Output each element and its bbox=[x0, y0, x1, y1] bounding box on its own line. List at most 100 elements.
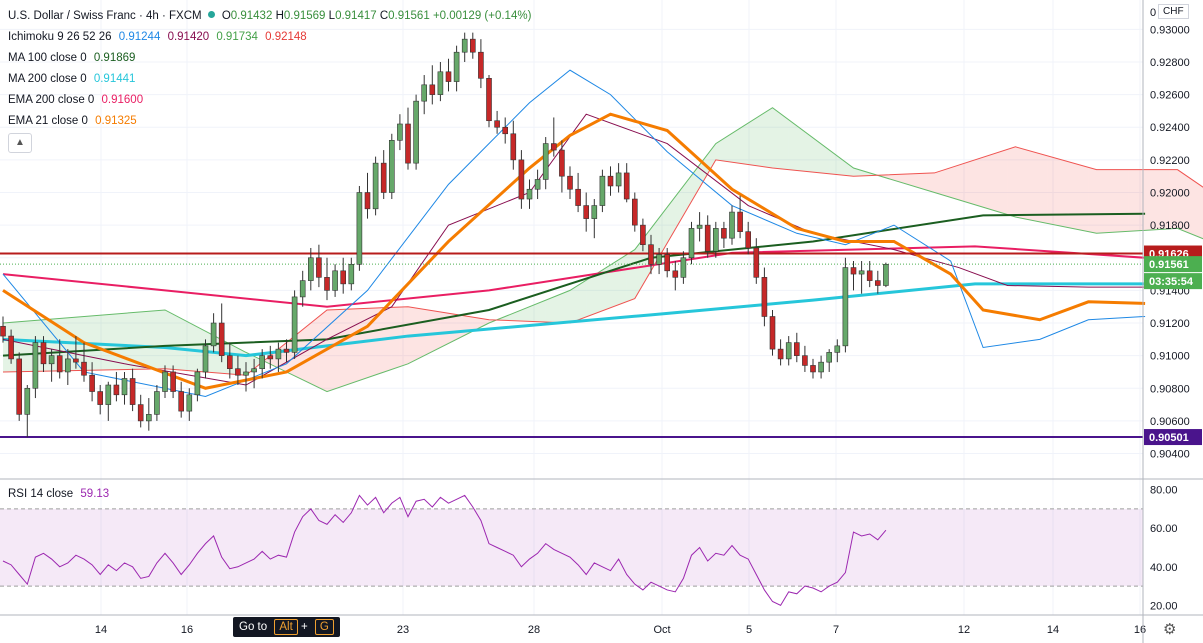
candle-body bbox=[599, 175, 606, 206]
cloud-segment bbox=[950, 165, 959, 200]
candle-body bbox=[559, 149, 565, 177]
cloud-segment bbox=[910, 173, 919, 188]
candle-body bbox=[502, 126, 509, 135]
cloud-segment bbox=[189, 322, 198, 372]
candle-body bbox=[729, 211, 735, 239]
candle-body bbox=[267, 355, 274, 360]
rsi-band bbox=[0, 508, 1143, 587]
candlestick bbox=[631, 192, 638, 232]
market-status-icon bbox=[207, 11, 215, 18]
candlestick bbox=[316, 244, 322, 288]
candle-body bbox=[243, 371, 249, 376]
candlestick bbox=[737, 195, 743, 239]
last-price-badge: 0.91561 bbox=[1144, 256, 1202, 273]
rsi-tick-label: 80.00 bbox=[1150, 485, 1178, 497]
gear-icon[interactable]: ⚙ bbox=[1163, 621, 1177, 638]
symbol-row: U.S. Dollar / Swiss Franc · 4h · FXCM O0… bbox=[8, 6, 531, 27]
currency-button[interactable]: CHF bbox=[1158, 4, 1189, 19]
indicator-row-ma100[interactable]: MA 100 close 0 0.91869 bbox=[8, 48, 531, 69]
cloud-segment bbox=[845, 161, 854, 177]
candle-body bbox=[113, 384, 120, 396]
candle-body bbox=[380, 162, 387, 193]
candle-body bbox=[332, 270, 338, 291]
rsi-legend[interactable]: RSI 14 close 59.13 bbox=[8, 488, 109, 500]
candle-body bbox=[453, 51, 460, 82]
price-tick-label: 0.92000 bbox=[1150, 188, 1190, 200]
ema200-line bbox=[2, 245, 1146, 308]
candle-body bbox=[0, 325, 6, 337]
indicator-row-ema21[interactable]: EMA 21 close 0 0.91325 bbox=[8, 111, 531, 132]
time-tick-label: 5 bbox=[746, 624, 752, 636]
indicator-row-ma200[interactable]: MA 200 close 0 0.91441 bbox=[8, 69, 531, 90]
cloud-segment bbox=[1177, 169, 1186, 232]
indicator-row-ichimoku[interactable]: Ichimoku 9 26 52 26 0.91244 0.91420 0.91… bbox=[8, 27, 531, 48]
cloud-segment bbox=[343, 308, 352, 386]
candlestick bbox=[405, 107, 411, 170]
countdown-badge-text: 03:35:54 bbox=[1149, 276, 1194, 288]
candlestick bbox=[672, 261, 679, 291]
candlestick bbox=[648, 234, 654, 275]
candlestick bbox=[259, 349, 266, 379]
candlestick bbox=[712, 221, 719, 258]
candlestick bbox=[40, 336, 47, 372]
indicator-value: 0.91441 bbox=[93, 73, 136, 85]
cloud-segment bbox=[1031, 151, 1040, 222]
candle-body bbox=[275, 348, 282, 360]
candle-body bbox=[24, 387, 31, 415]
candle-body bbox=[356, 192, 363, 265]
candlestick bbox=[421, 75, 428, 115]
cloud-segment bbox=[1185, 175, 1194, 235]
candle-body bbox=[105, 384, 112, 405]
cloud-segment bbox=[804, 131, 813, 173]
cloud-segment bbox=[732, 128, 741, 164]
candle-body bbox=[518, 159, 525, 200]
cloud-segment bbox=[788, 119, 797, 171]
indicator-row-ema200[interactable]: EMA 200 close 0 0.91600 bbox=[8, 90, 531, 111]
candle-body bbox=[154, 391, 160, 415]
cloud-segment bbox=[1145, 169, 1154, 231]
candle-body bbox=[65, 358, 71, 373]
candlestick bbox=[227, 342, 233, 379]
goto-button[interactable]: Go to Alt + G bbox=[233, 617, 340, 637]
cloud-segment bbox=[1096, 169, 1105, 234]
cloud-segment bbox=[1039, 153, 1048, 224]
cloud-segment bbox=[351, 308, 360, 384]
rsi-label: RSI 14 close bbox=[8, 488, 74, 500]
candlestick bbox=[761, 267, 768, 327]
high-label: H bbox=[275, 10, 284, 22]
cloud-segment bbox=[156, 309, 165, 369]
candle-body bbox=[615, 172, 622, 187]
candlestick bbox=[210, 313, 217, 353]
candlestick bbox=[478, 39, 484, 89]
candle-body bbox=[299, 280, 306, 298]
symbol-title[interactable]: U.S. Dollar / Swiss Franc · 4h · FXCM bbox=[8, 10, 202, 22]
candle-body bbox=[162, 371, 168, 392]
cloud-segment bbox=[780, 113, 789, 170]
cloud-segment bbox=[545, 296, 554, 323]
indicator-lines bbox=[2, 69, 1146, 397]
candlestick bbox=[445, 58, 452, 92]
cloud-segment bbox=[116, 313, 125, 370]
candle-body bbox=[283, 348, 290, 353]
candlestick bbox=[121, 371, 128, 405]
candle-body bbox=[461, 38, 468, 53]
candlestick bbox=[542, 137, 549, 190]
cloud-segment bbox=[327, 309, 336, 392]
cloud-segment bbox=[610, 259, 619, 308]
candlestick bbox=[113, 371, 120, 402]
cloud-segment bbox=[108, 313, 117, 370]
time-tick-label: Oct bbox=[653, 624, 670, 636]
chevron-up-icon[interactable]: ▲ bbox=[8, 133, 32, 153]
candle-body bbox=[769, 316, 776, 350]
candle-body bbox=[858, 270, 865, 275]
candle-body bbox=[567, 175, 573, 190]
candle-body bbox=[810, 365, 816, 373]
cloud-segment bbox=[618, 254, 627, 305]
cloud-segment bbox=[983, 154, 992, 210]
cloud-segment bbox=[683, 175, 692, 216]
cloud-segment bbox=[934, 170, 943, 195]
time-tick-label: 12 bbox=[958, 624, 970, 636]
candle-body bbox=[607, 175, 614, 187]
